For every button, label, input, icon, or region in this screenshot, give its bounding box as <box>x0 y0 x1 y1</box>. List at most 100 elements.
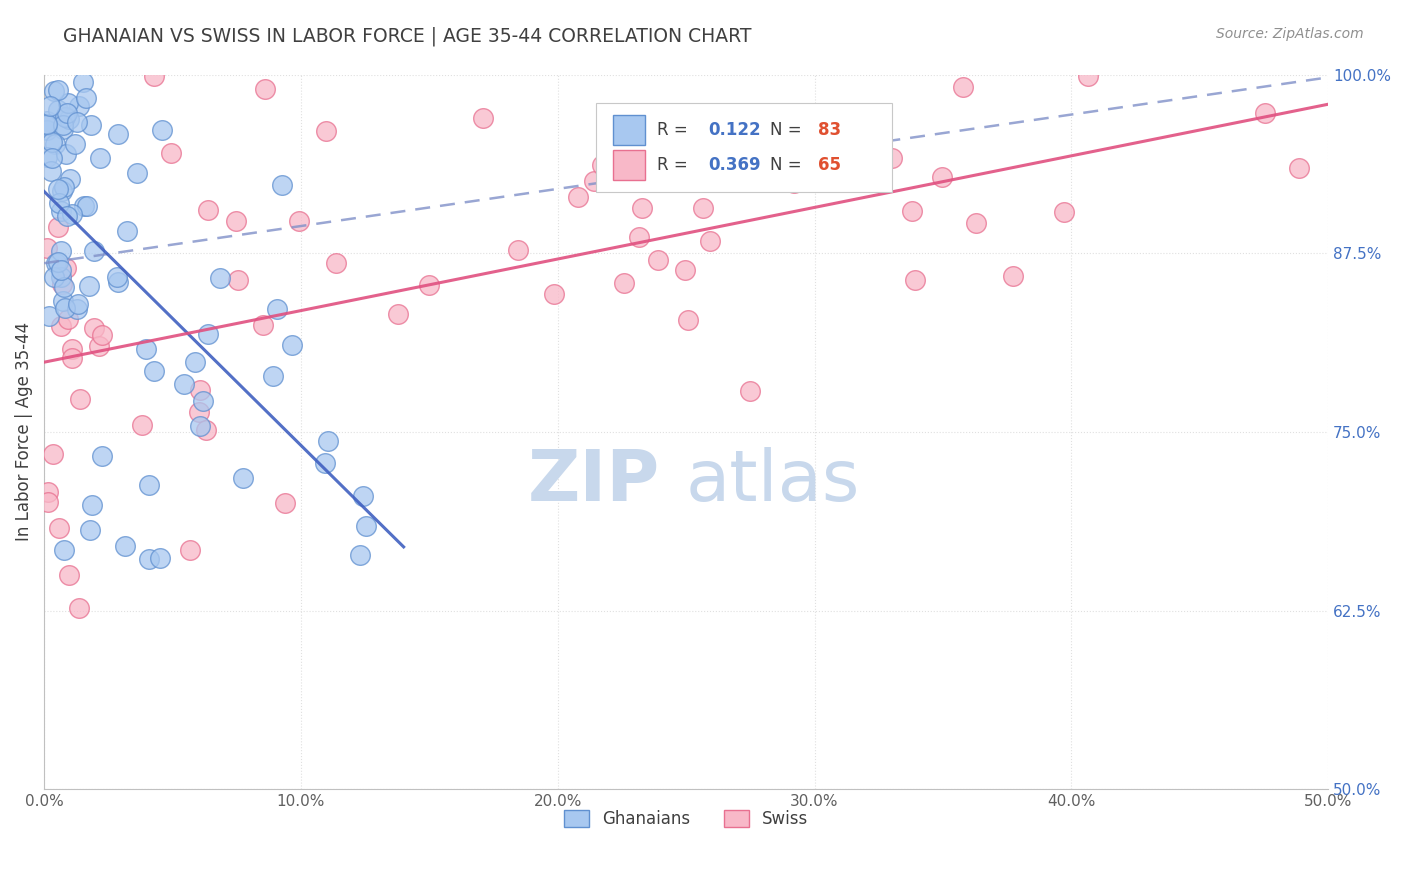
Point <box>125 166 148 180</box>
Point <box>472 111 495 125</box>
Point <box>45 256 67 270</box>
Point <box>46 220 69 235</box>
Point <box>48 182 70 196</box>
Point <box>349 548 371 562</box>
Point <box>73 199 96 213</box>
Point <box>325 255 347 269</box>
Point <box>184 355 207 369</box>
Y-axis label: In Labor Force | Age 35-44: In Labor Force | Age 35-44 <box>15 322 32 541</box>
Point <box>232 471 254 485</box>
Point <box>138 477 160 491</box>
Point <box>188 383 211 397</box>
Text: Source: ZipAtlas.com: Source: ZipAtlas.com <box>1216 27 1364 41</box>
Point <box>316 434 339 448</box>
Point <box>52 179 75 194</box>
Point <box>52 118 75 132</box>
Point <box>42 84 65 98</box>
Point <box>67 297 90 311</box>
Point <box>49 262 72 277</box>
Point <box>89 151 111 165</box>
Text: GHANAIAN VS SWISS IN LABOR FORCE | AGE 35-44 CORRELATION CHART: GHANAIAN VS SWISS IN LABOR FORCE | AGE 3… <box>63 27 752 46</box>
Point <box>315 123 337 137</box>
Point <box>226 273 249 287</box>
Point <box>149 551 172 566</box>
Point <box>42 447 65 461</box>
Point <box>613 277 636 291</box>
Point <box>262 368 284 383</box>
Point <box>631 202 654 216</box>
Point <box>105 269 128 284</box>
Point <box>274 495 297 509</box>
Point <box>58 567 80 582</box>
Point <box>55 301 77 315</box>
Point <box>1002 268 1025 283</box>
Point <box>37 241 59 255</box>
Point <box>51 203 73 218</box>
Point <box>42 269 65 284</box>
Point <box>58 112 80 127</box>
Point <box>53 279 76 293</box>
Point <box>150 122 173 136</box>
Point <box>387 307 409 321</box>
Text: R =: R = <box>657 156 693 174</box>
Point <box>187 405 209 419</box>
Point <box>131 418 153 433</box>
Point <box>647 252 669 267</box>
Text: atlas: atlas <box>686 448 860 516</box>
Point <box>138 551 160 566</box>
Point <box>37 150 59 164</box>
Point <box>48 520 70 534</box>
Point <box>69 392 91 407</box>
Point <box>882 151 904 165</box>
Point <box>143 69 166 83</box>
Point <box>91 328 114 343</box>
Point <box>1076 69 1098 83</box>
Point <box>63 136 86 151</box>
Point <box>55 147 77 161</box>
Point <box>197 203 219 218</box>
Text: 83: 83 <box>818 120 842 138</box>
FancyBboxPatch shape <box>596 103 891 193</box>
Point <box>783 125 806 139</box>
Point <box>41 135 63 149</box>
Point <box>52 293 75 308</box>
Point <box>37 494 59 508</box>
Point <box>191 394 214 409</box>
Point <box>52 121 75 136</box>
Point <box>582 174 605 188</box>
Text: ZIP: ZIP <box>529 448 661 516</box>
Point <box>1253 106 1275 120</box>
Point <box>41 152 63 166</box>
Point <box>952 80 974 95</box>
Point <box>931 170 953 185</box>
Point <box>46 103 69 118</box>
Point <box>135 342 157 356</box>
Point <box>55 261 77 276</box>
Point <box>281 338 304 352</box>
Point <box>188 418 211 433</box>
Text: N =: N = <box>769 156 807 174</box>
Point <box>35 117 58 131</box>
Point <box>60 343 83 357</box>
Point <box>51 318 73 333</box>
Point <box>904 272 927 286</box>
Text: 0.369: 0.369 <box>709 156 761 174</box>
Point <box>66 302 89 317</box>
Point <box>107 127 129 141</box>
Point <box>35 118 58 132</box>
Point <box>90 449 112 463</box>
Point <box>352 489 374 503</box>
Point <box>53 543 76 558</box>
Point <box>51 184 73 198</box>
Point <box>76 199 98 213</box>
Point <box>67 601 90 615</box>
Point <box>965 215 987 229</box>
Point <box>39 163 62 178</box>
Point <box>900 204 922 219</box>
Point <box>692 201 714 215</box>
Point <box>143 363 166 377</box>
Point <box>114 539 136 553</box>
Point <box>115 224 138 238</box>
Point <box>75 91 97 105</box>
Point <box>1052 204 1074 219</box>
